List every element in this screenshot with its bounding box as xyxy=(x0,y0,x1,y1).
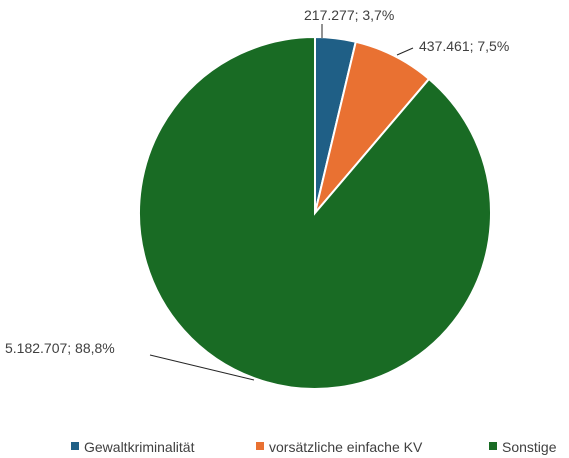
legend-swatch-sonstige xyxy=(489,442,497,450)
data-label-sonstige: 5.182.707; 88,8% xyxy=(5,340,115,356)
pie-slices xyxy=(138,35,492,390)
legend-swatch-gewaltkriminalitaet xyxy=(71,442,79,450)
pie-slice-sonstige xyxy=(138,35,492,390)
data-label-gewaltkriminalitaet: 217.277; 3,7% xyxy=(304,7,394,23)
leader-line-vorsaetzliche-einfache-kv xyxy=(396,47,414,56)
leader-line-sonstige xyxy=(149,354,255,381)
data-labels: 217.277; 3,7% 437.461; 7,5% 5.182.707; 8… xyxy=(5,7,509,356)
data-label-vorsaetzliche-einfache-kv: 437.461; 7,5% xyxy=(419,38,509,54)
legend-label-sonstige: Sonstige xyxy=(502,439,557,455)
legend: Gewaltkriminalität vorsätzliche einfache… xyxy=(71,439,557,455)
legend-label-gewaltkriminalitaet: Gewaltkriminalität xyxy=(84,439,195,455)
legend-label-vorsaetzliche-einfache-kv: vorsätzliche einfache KV xyxy=(269,439,423,455)
legend-swatch-vorsaetzliche-einfache-kv xyxy=(256,442,264,450)
leader-lines xyxy=(149,24,414,381)
